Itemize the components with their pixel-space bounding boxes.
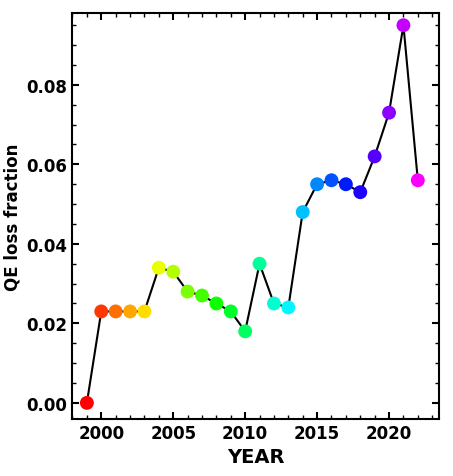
Point xyxy=(213,300,220,307)
Point xyxy=(414,177,421,185)
Point xyxy=(313,181,321,188)
Point xyxy=(241,328,249,336)
Point xyxy=(386,109,393,117)
Point xyxy=(270,300,278,307)
Point xyxy=(371,153,378,161)
Point xyxy=(112,308,119,316)
Point xyxy=(357,189,364,197)
Point xyxy=(98,308,105,316)
X-axis label: YEAR: YEAR xyxy=(227,447,284,466)
Point xyxy=(155,264,163,272)
Point xyxy=(400,22,407,30)
Point xyxy=(169,268,177,276)
Point xyxy=(299,209,306,217)
Point xyxy=(184,288,191,296)
Point xyxy=(256,260,263,268)
Point xyxy=(198,292,206,300)
Point xyxy=(227,308,234,316)
Y-axis label: QE loss fraction: QE loss fraction xyxy=(3,143,21,290)
Point xyxy=(83,399,91,407)
Point xyxy=(126,308,134,316)
Point xyxy=(342,181,350,188)
Point xyxy=(141,308,148,316)
Point xyxy=(284,304,292,312)
Point xyxy=(328,177,335,185)
